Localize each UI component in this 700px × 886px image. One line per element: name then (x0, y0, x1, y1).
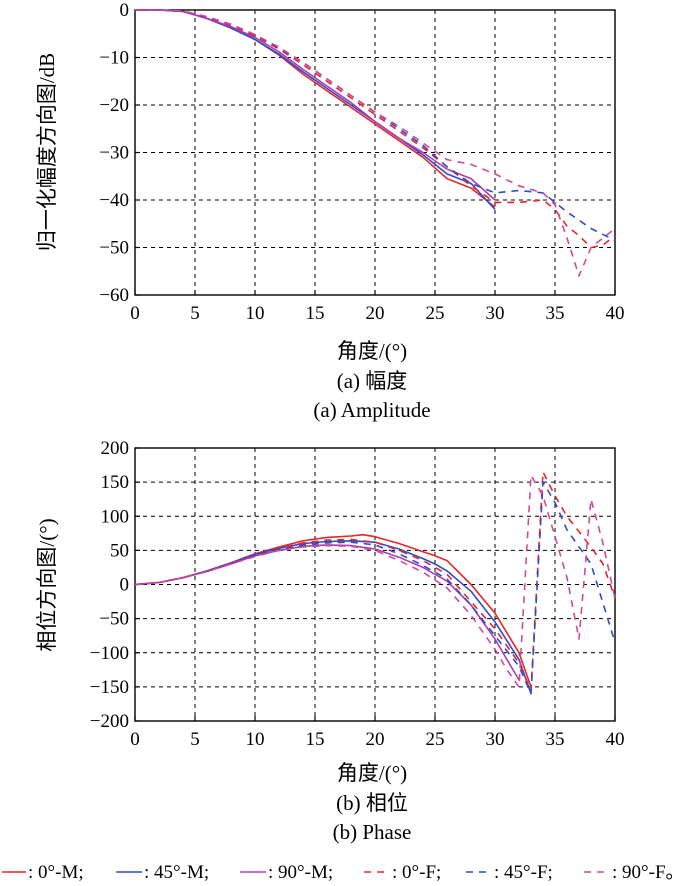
phase-y-tick-label: −50 (99, 609, 129, 630)
legend: : 0°-M; : 45°-M; : 90°-M; : 0°-F; : 45°-… (2, 862, 685, 883)
amplitude-y-tick-label: −30 (99, 143, 129, 164)
phase-x-tick-label: 35 (546, 729, 565, 750)
amplitude-x-tick-label: 30 (486, 303, 505, 324)
phase-caption-en: (b) Phase (333, 820, 412, 844)
phase-x-tick-label: 5 (190, 729, 200, 750)
amplitude-series-m90 (135, 9, 496, 201)
phase-x-tick-label: 30 (486, 729, 505, 750)
phase-y-tick-label: 0 (120, 575, 130, 596)
phase-chart: 0 5 10 15 20 25 30 35 40 200 150 100 50 0 −50 −100 −150… (35, 438, 625, 844)
legend-label-45-m: : 45°-M; (144, 862, 209, 883)
phase-series-f90 (134, 474, 616, 688)
amplitude-chart: 0 5 10 15 20 25 30 35 40 0 −10 −20 −30 −40 −50 −60 角度/… (35, 0, 625, 422)
amplitude-y-axis-title: 归一化幅度方向图/dB (35, 53, 59, 251)
phase-y-axis-title: 相位方向图/(°) (35, 518, 59, 651)
phase-y-tick-label: −100 (90, 643, 129, 664)
legend-label-45-f: : 45°-F; (494, 862, 553, 883)
amplitude-y-tick-label: −60 (99, 285, 129, 306)
legend-item-0-f: : 0°-F; (364, 862, 441, 883)
legend-label-90-f: : 90°-F。 (612, 862, 685, 883)
amplitude-x-tick-label: 25 (426, 303, 445, 324)
legend-item-45-f: : 45°-F; (466, 862, 553, 883)
amplitude-x-tick-label: 5 (190, 303, 200, 324)
phase-y-tick-label: −200 (90, 711, 129, 732)
amplitude-y-tick-label: −10 (99, 48, 129, 69)
legend-item-90-m: : 90°-M; (240, 862, 333, 883)
legend-label-0-m: : 0°-M; (28, 862, 84, 883)
legend-label-0-f: : 0°-F; (392, 862, 441, 883)
amplitude-x-tick-label: 35 (546, 303, 565, 324)
phase-caption-cn: (b) 相位 (336, 791, 408, 815)
phase-y-tick-label: 100 (101, 506, 130, 527)
amplitude-caption-en: (a) Amplitude (313, 398, 430, 422)
phase-x-tick-label: 20 (366, 729, 385, 750)
amplitude-x-tick-label: 40 (606, 303, 625, 324)
phase-x-tick-label: 15 (306, 729, 325, 750)
amplitude-x-tick-label: 0 (130, 303, 140, 324)
phase-x-tick-label: 10 (246, 729, 265, 750)
phase-x-tick-label: 25 (426, 729, 445, 750)
phase-x-axis-title: 角度/(°) (337, 761, 407, 785)
amplitude-y-tick-label: 0 (120, 0, 130, 21)
amplitude-x-tick-label: 20 (366, 303, 385, 324)
amplitude-y-tick-label: −40 (99, 190, 129, 211)
amplitude-series-f90 (135, 9, 616, 277)
phase-x-tick-label: 0 (130, 729, 140, 750)
phase-y-tick-label: −150 (90, 677, 129, 698)
phase-series-m90 (134, 544, 520, 681)
amplitude-x-tick-label: 15 (306, 303, 325, 324)
legend-item-45-m: : 45°-M; (116, 862, 209, 883)
legend-item-90-f: : 90°-F。 (584, 862, 685, 883)
amplitude-y-tick-label: −50 (99, 238, 129, 259)
phase-y-tick-label: 200 (101, 438, 130, 459)
amplitude-x-tick-label: 10 (246, 303, 265, 324)
legend-label-90-m: : 90°-M; (268, 862, 333, 883)
phase-y-tick-label: 50 (110, 540, 129, 561)
amplitude-x-axis-title: 角度/(°) (337, 339, 407, 363)
phase-x-tick-label: 40 (606, 729, 625, 750)
amplitude-y-tick-label: −20 (99, 95, 129, 116)
phase-y-tick-label: 150 (101, 472, 130, 493)
amplitude-caption-cn: (a) 幅度 (337, 369, 408, 393)
legend-item-0-m: : 0°-M; (2, 862, 84, 883)
phase-series-m0 (134, 533, 532, 688)
